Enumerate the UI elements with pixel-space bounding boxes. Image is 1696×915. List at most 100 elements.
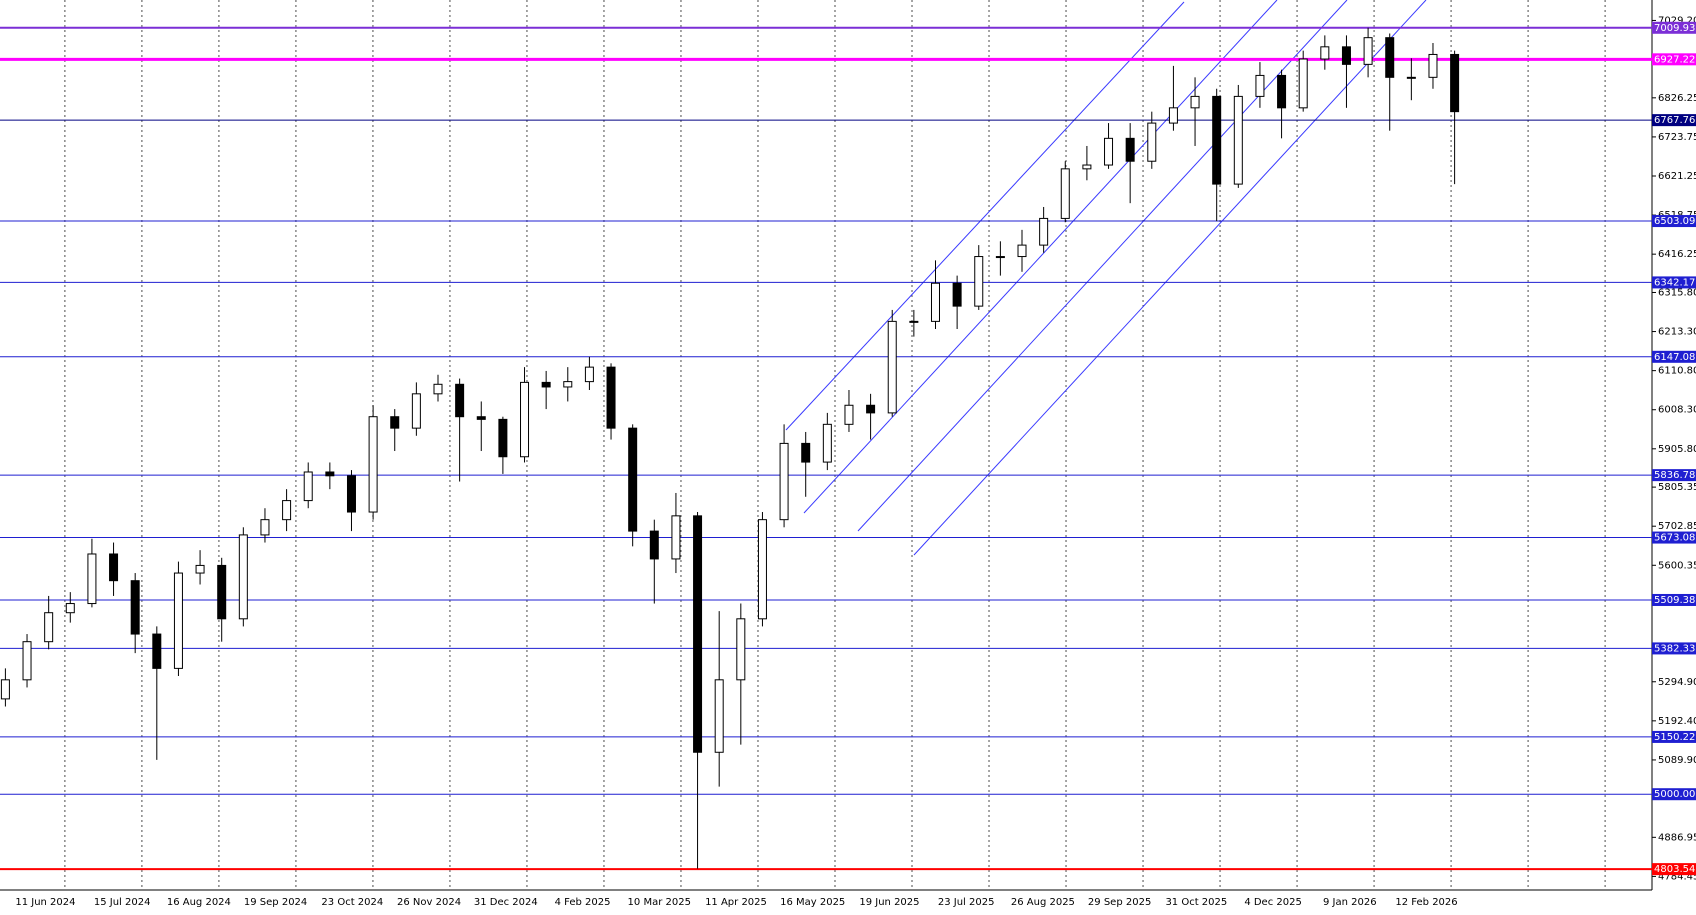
candle-body (109, 553, 119, 582)
channel-line (803, 0, 1278, 514)
candle-body (1428, 53, 1438, 78)
candle-body (584, 366, 594, 383)
candle-body (1104, 137, 1114, 166)
level-label: 6503.09 (1654, 216, 1695, 227)
level-label: 5836.78 (1654, 470, 1695, 481)
candle-body (217, 564, 227, 620)
x-tick-label: 4 Dec 2025 (1244, 897, 1302, 908)
x-tick-label: 19 Jun 2025 (859, 897, 919, 908)
candle-body (1233, 95, 1243, 185)
candle-body (541, 381, 551, 388)
level-label: 4803.54 (1654, 864, 1695, 875)
y-tick-label: 6008.30 (1658, 405, 1696, 416)
candle-body (152, 633, 162, 669)
y-tick-label: 6110.80 (1658, 366, 1696, 377)
y-tick-label: 6315.80 (1658, 287, 1696, 298)
y-tick-label: 6826.25 (1658, 93, 1696, 104)
x-tick-label: 11 Apr 2025 (705, 897, 767, 908)
x-tick-label: 26 Nov 2024 (397, 897, 461, 908)
candle-body (757, 519, 767, 620)
y-tick-label: 6416.25 (1658, 249, 1696, 260)
channel-line (913, 0, 1427, 556)
y-tick-label: 5600.35 (1658, 560, 1696, 571)
candle-body (822, 423, 832, 463)
x-tick-label: 12 Feb 2026 (1395, 897, 1457, 908)
level-label-box (1652, 642, 1696, 655)
candle-body (628, 427, 638, 532)
y-tick-label: 6723.75 (1658, 132, 1696, 143)
x-tick-label: 29 Sep 2025 (1088, 897, 1151, 908)
candle-body (801, 442, 811, 463)
y-tick-label: 6213.30 (1658, 327, 1696, 338)
y-tick-label: 5702.85 (1658, 521, 1696, 532)
candle-body (649, 530, 659, 560)
level-label-box (1652, 21, 1696, 34)
candle-body (520, 381, 530, 458)
candle-body (952, 282, 962, 307)
candle-body (282, 500, 292, 521)
candle-body (303, 471, 313, 502)
x-tick-label: 31 Dec 2024 (474, 897, 538, 908)
x-tick-label: 10 Mar 2025 (628, 897, 691, 908)
x-tick-label: 16 May 2025 (780, 897, 845, 908)
candle-body (1017, 244, 1027, 258)
candle-body (433, 383, 443, 395)
candle-body (1082, 164, 1092, 170)
candle-body (671, 515, 681, 560)
y-tick-label: 5905.80 (1658, 444, 1696, 455)
candle-body (866, 404, 876, 414)
candle-body (1039, 217, 1049, 246)
candle-body (0, 679, 10, 700)
level-label-box (1652, 593, 1696, 606)
x-tick-label: 16 Aug 2024 (167, 897, 231, 908)
candle-body (995, 256, 1005, 259)
candle-body (887, 320, 897, 414)
level-label: 6767.76 (1654, 115, 1695, 126)
channel-lines (785, 0, 1427, 556)
candle-body (930, 282, 940, 322)
candle-body (1320, 46, 1330, 60)
level-label-box (1652, 114, 1696, 127)
candle-body (498, 418, 508, 458)
candle-body (476, 416, 486, 420)
candle-body (1341, 46, 1351, 65)
candle-body (693, 515, 703, 753)
candle-body (714, 679, 724, 753)
y-tick-label: 4886.95 (1658, 832, 1696, 843)
x-tick-label: 31 Oct 2025 (1165, 897, 1227, 908)
candle-body (130, 580, 140, 635)
x-tick-label: 23 Oct 2024 (321, 897, 383, 908)
level-label-box (1652, 788, 1696, 801)
level-label-box (1652, 276, 1696, 289)
candle-body (909, 320, 919, 323)
y-tick-label: 6621.25 (1658, 171, 1696, 182)
level-label: 5000.00 (1654, 789, 1695, 800)
channel-line (857, 0, 1348, 532)
candle-body (1147, 122, 1157, 162)
candle-body (563, 381, 573, 388)
level-label-box (1652, 350, 1696, 363)
candle-body (238, 534, 248, 620)
level-label: 5150.22 (1654, 732, 1695, 743)
candle-body (1450, 53, 1460, 113)
candle-body (390, 416, 400, 429)
level-label-box (1652, 531, 1696, 544)
y-tick-label: 7029.20 (1658, 15, 1696, 26)
x-tick-label: 26 Aug 2025 (1011, 897, 1075, 908)
candle-body (195, 564, 205, 574)
candle-body (606, 366, 616, 429)
y-tick-label: 5089.90 (1658, 755, 1696, 766)
y-tick-label: 5294.90 (1658, 677, 1696, 688)
level-label: 5673.08 (1654, 533, 1695, 544)
candle-body (44, 612, 54, 643)
x-tick-label: 4 Feb 2025 (555, 897, 611, 908)
candle-body (87, 553, 97, 605)
candle-body (173, 572, 183, 669)
level-label: 6927.22 (1654, 54, 1695, 65)
candle-body (779, 442, 789, 521)
level-label-box (1652, 730, 1696, 743)
vertical-grid (64, 0, 1606, 890)
y-tick-label: 4784.45 (1658, 871, 1696, 882)
x-tick-label: 11 Jun 2024 (15, 897, 75, 908)
candle-body (1060, 168, 1070, 219)
